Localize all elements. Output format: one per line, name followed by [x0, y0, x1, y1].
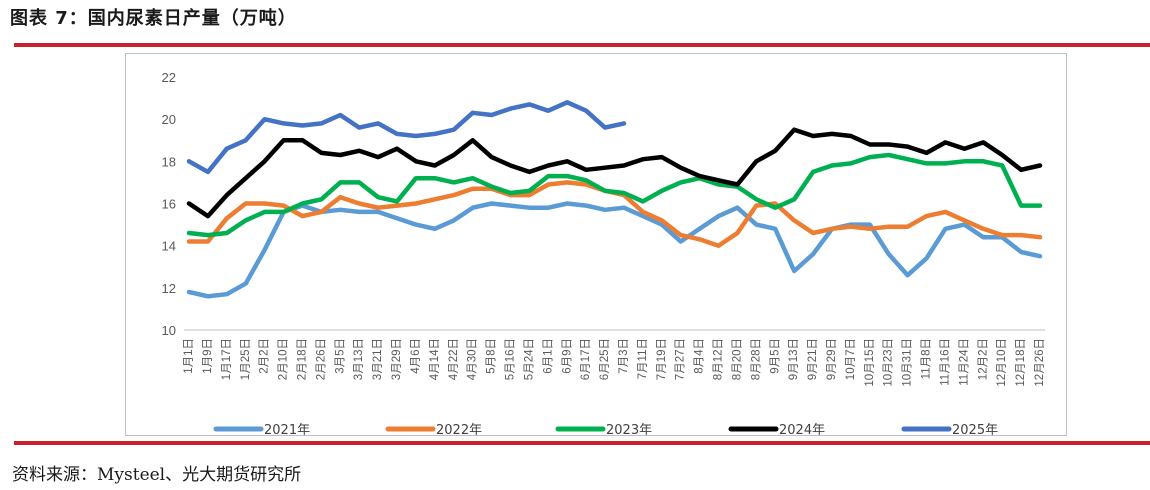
- top-rule: [14, 43, 1150, 47]
- series-line-3: [186, 152, 1043, 238]
- series-line-5: [186, 100, 627, 175]
- legend-label-5: 2025年: [952, 423, 998, 435]
- figure-title: 图表 7：国内尿素日产量（万吨）: [10, 8, 297, 29]
- x-tick-label: 2月26日: [315, 338, 327, 380]
- x-tick-label: 5月16日: [505, 338, 517, 380]
- x-tick-label: 2月2日: [259, 338, 271, 374]
- x-tick-label: 12月18日: [1015, 338, 1027, 387]
- x-tick-label: 9月29日: [826, 338, 838, 380]
- x-tick-label: 5月24日: [523, 338, 535, 380]
- y-tick-label: 20: [162, 112, 176, 127]
- x-tick-label: 3月21日: [372, 338, 384, 380]
- x-tick-label: 2月18日: [296, 338, 308, 380]
- x-tick-label: 1月1日: [183, 338, 195, 374]
- x-tick-label: 8月20日: [731, 338, 743, 380]
- legend-label-2: 2022年: [436, 423, 482, 435]
- y-tick-label: 16: [162, 197, 176, 212]
- legend-label-4: 2024年: [779, 423, 825, 435]
- x-tick-label: 10月15日: [864, 338, 876, 387]
- x-tick-label: 3月5日: [334, 338, 346, 374]
- x-tick-label: 10月31日: [902, 338, 914, 387]
- bottom-rule: [14, 441, 1150, 445]
- x-tick-label: 7月11日: [637, 338, 649, 379]
- x-tick-label: 5月8日: [486, 338, 498, 374]
- x-tick-label: 10月23日: [883, 338, 895, 387]
- legend-label-3: 2023年: [606, 423, 652, 435]
- x-tick-label: 8月12日: [713, 338, 725, 380]
- y-tick-label: 14: [162, 239, 176, 254]
- x-tick-label: 4月14日: [429, 338, 441, 380]
- y-tick-label: 22: [162, 70, 176, 85]
- x-tick-label: 7月19日: [656, 338, 668, 380]
- x-tick-label: 3月29日: [391, 338, 403, 380]
- x-tick-label: 4月22日: [448, 338, 460, 380]
- x-tick-label: 12月26日: [1034, 338, 1046, 387]
- series-line-4: [186, 127, 1043, 219]
- x-tick-label: 1月17日: [221, 338, 233, 380]
- x-tick-label: 7月27日: [675, 338, 687, 380]
- x-tick-label: 9月5日: [769, 338, 781, 374]
- x-tick-label: 9月13日: [788, 338, 800, 380]
- x-tick-label: 12月10日: [996, 338, 1008, 387]
- x-tick-label: 11月16日: [939, 338, 951, 386]
- series-line-1: [186, 201, 1043, 299]
- x-tick-label: 8月28日: [750, 338, 762, 380]
- x-tick-label: 9月21日: [807, 338, 819, 380]
- line-chart: 10 12 14 16 18 20 22 1月1日 1月9日 1月17日 1月25日 2月2日 2月10…: [162, 70, 1047, 435]
- x-tick-label: 8月4日: [694, 338, 706, 374]
- legend-label-1: 2021年: [264, 423, 310, 435]
- x-tick-label: 1月9日: [202, 338, 214, 374]
- x-tick-label: 10月7日: [845, 338, 857, 380]
- chart-frame: 10 12 14 16 18 20 22 1月1日 1月9日 1月17日 1月25日 2月2日 2月10…: [125, 53, 1067, 436]
- x-tick-label: 1月25日: [240, 338, 252, 380]
- x-tick-label: 3月13日: [353, 338, 365, 380]
- x-tick-label: 4月6日: [410, 338, 422, 374]
- x-tick-label: 6月17日: [580, 338, 592, 380]
- x-tick-label: 12月2日: [977, 338, 989, 380]
- x-tick-label: 6月9日: [561, 338, 573, 374]
- x-tick-label: 11月24日: [958, 338, 970, 386]
- x-tick-label: 2月10日: [278, 338, 290, 380]
- y-tick-label: 10: [162, 323, 176, 338]
- x-tick-label: 11月8日: [921, 338, 933, 379]
- source-note: 资料来源：Mysteel、光大期货研究所: [12, 465, 302, 485]
- x-tick-label: 4月30日: [467, 338, 479, 380]
- y-tick-label: 12: [162, 281, 176, 296]
- y-tick-label: 18: [162, 154, 176, 169]
- x-tick-label: 6月25日: [599, 338, 611, 380]
- x-tick-label: 6月1日: [542, 338, 554, 374]
- x-tick-label: 7月3日: [618, 338, 630, 374]
